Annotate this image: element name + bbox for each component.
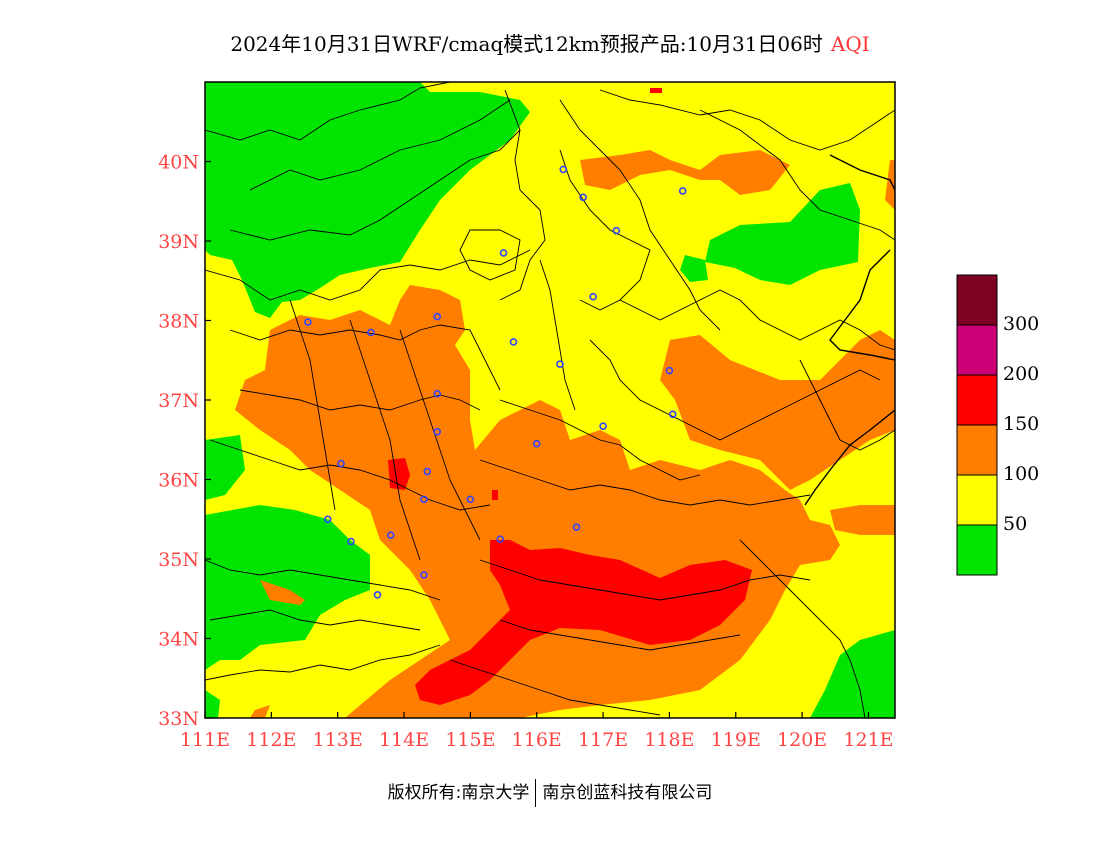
lon-tick-label: 119E — [711, 729, 761, 751]
latitude-axis: 40N 39N 38N 37N 36N 35N 34N 33N — [158, 152, 211, 730]
lat-tick-label: 33N — [158, 708, 199, 730]
lat-tick-label: 39N — [158, 231, 199, 253]
legend-color-box — [956, 274, 998, 326]
city-marker — [499, 249, 508, 257]
aqi-zone-red-south — [415, 540, 752, 705]
lon-tick-label: 120E — [777, 729, 827, 751]
city-marker — [323, 515, 332, 524]
copyright-footer: 版权所有:南京大学 南京创蓝科技有限公司 — [0, 778, 1100, 807]
title-product: AQI — [830, 32, 870, 56]
copyright-right: 南京创蓝科技有限公司 — [542, 783, 713, 803]
city-marker — [373, 590, 382, 599]
legend-color-box — [956, 474, 998, 526]
lon-tick-label: 117E — [578, 729, 628, 751]
city-marker — [423, 467, 432, 476]
city-marker — [466, 495, 475, 504]
city-marker — [347, 537, 355, 546]
city-marker — [559, 165, 568, 174]
legend-color-box — [956, 524, 998, 576]
legend-color-box — [956, 424, 998, 476]
city-marker — [420, 495, 428, 504]
aqi-zone-orange-north — [580, 150, 790, 195]
city-marker — [678, 187, 687, 195]
lon-tick-label: 112E — [246, 729, 296, 751]
lon-tick-label: 118E — [644, 729, 694, 751]
copyright-left: 版权所有:南京大学 — [387, 783, 530, 803]
lon-tick-label: 115E — [445, 729, 495, 751]
admin-boundaries — [205, 82, 895, 718]
city-marker — [433, 389, 442, 398]
city-marker — [556, 360, 564, 369]
aqi-field — [205, 82, 895, 718]
city-marker — [433, 427, 442, 436]
city-marker — [337, 459, 345, 468]
city-marker — [304, 318, 312, 326]
lon-tick-label: 111E — [180, 729, 230, 751]
lat-tick-label: 40N — [158, 152, 199, 174]
aqi-zone-green-west — [205, 435, 245, 500]
city-marker — [386, 531, 395, 539]
aqi-zone-green-corner — [205, 690, 220, 718]
aqi-zone-red-dot — [492, 490, 498, 500]
city-marker — [572, 523, 581, 532]
aqi-zone-green-east — [680, 255, 708, 282]
lat-tick-label: 34N — [158, 629, 199, 651]
longitude-axis: 111E 112E 113E 114E 115E 116E 117E 118E 119E 120E… — [180, 712, 894, 751]
city-marker — [665, 366, 674, 375]
lon-tick-label: 113E — [313, 729, 363, 751]
city-marker — [367, 328, 375, 337]
footer-separator — [535, 779, 537, 807]
city-marker — [532, 439, 541, 448]
city-marker — [496, 535, 505, 543]
city-marker — [420, 571, 428, 579]
lat-tick-label: 36N — [158, 470, 199, 492]
legend-label: 50 — [1003, 513, 1028, 535]
legend-label: 100 — [1003, 463, 1040, 485]
aqi-zone-orange-east — [660, 330, 895, 490]
aqi-zone-orange-southeast — [830, 505, 895, 535]
coastline — [804, 154, 895, 506]
city-marker — [612, 226, 621, 235]
aqi-zone-orange-east2 — [885, 160, 895, 210]
city-marker — [599, 422, 607, 431]
lon-tick-label: 116E — [512, 729, 562, 751]
lon-tick-label: 121E — [843, 729, 893, 751]
lat-tick-label: 38N — [158, 311, 199, 333]
city-marker — [589, 292, 597, 301]
aqi-zone-orange-west — [260, 580, 305, 605]
aqi-zone-green-northwest — [205, 82, 530, 318]
lat-tick-label: 37N — [158, 390, 199, 412]
city-markers — [304, 165, 687, 599]
aqi-zone-green-southwest — [205, 505, 370, 670]
city-marker — [668, 410, 677, 419]
aqi-zone-orange-south — [250, 705, 270, 718]
aqi-zone-green-hebei — [705, 183, 860, 285]
city-marker — [509, 338, 518, 346]
legend-label: 150 — [1003, 413, 1040, 435]
title-main: 2024年10月31日WRF/cmaq模式12km预报产品:10月31日06时 — [230, 32, 823, 56]
legend-label: 200 — [1003, 363, 1040, 385]
aqi-zone-green-southeast — [810, 630, 895, 718]
lon-tick-label: 114E — [379, 729, 429, 751]
city-marker — [433, 312, 442, 321]
legend-color-box — [956, 374, 998, 426]
aqi-zone-red-north — [650, 88, 662, 93]
aqi-legend — [956, 274, 998, 576]
legend-color-box — [956, 324, 998, 376]
legend-label: 300 — [1003, 313, 1040, 335]
city-marker — [579, 193, 587, 202]
lat-tick-label: 35N — [158, 549, 199, 571]
map-title: 2024年10月31日WRF/cmaq模式12km预报产品:10月31日06时 A… — [0, 28, 1100, 57]
